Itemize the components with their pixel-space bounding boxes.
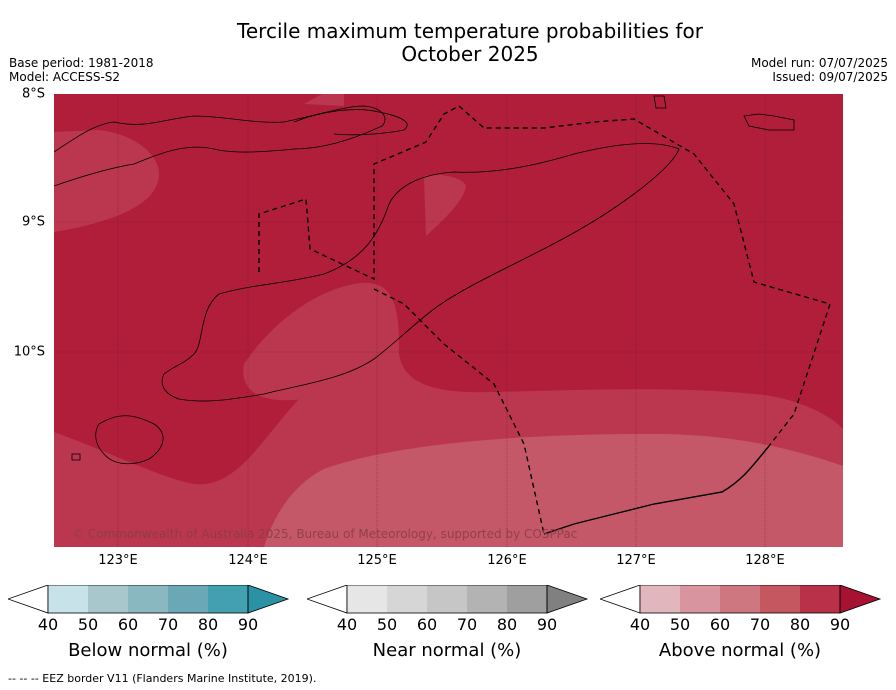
above-tick: 60 <box>709 615 731 634</box>
near-tick: 90 <box>536 615 558 634</box>
near-tick: 50 <box>376 615 398 634</box>
eez-dashed-north <box>258 105 831 447</box>
probability-fill <box>54 94 843 547</box>
wetar-east-coast <box>743 113 795 131</box>
eez-footnote: -- -- -- EEZ border V11 (Flanders Marine… <box>8 672 317 685</box>
base-period: Base period: 1981-2018 <box>9 56 154 70</box>
alor-coast <box>293 109 408 136</box>
near-tick: 60 <box>416 615 438 634</box>
above-normal-label: Above normal (%) <box>658 640 822 661</box>
lon-label-124e: 124°E <box>228 553 268 568</box>
island-islet <box>653 95 667 109</box>
below-arrow-high <box>247 585 290 614</box>
above-tick: 50 <box>669 615 691 634</box>
zone-above-80-top <box>304 94 344 106</box>
colorbar-below-normal <box>8 585 290 614</box>
above-segment-40-50 <box>640 585 680 613</box>
above-segment-60-70 <box>720 585 760 613</box>
below-segment-50-60 <box>88 585 128 613</box>
zone-above-80-central <box>243 282 399 401</box>
near-tick: 80 <box>496 615 518 634</box>
below-segment-40-50 <box>48 585 88 613</box>
lat-label-9s: 9°S <box>21 214 45 230</box>
near-arrow-low <box>307 585 348 614</box>
below-tick: 60 <box>117 615 139 634</box>
meta-right: Model run: 07/07/2025 Issued: 09/07/2025 <box>751 56 888 84</box>
above-tick: 70 <box>749 615 771 634</box>
near-segment-60-70 <box>427 585 467 613</box>
below-segment-60-70 <box>128 585 168 613</box>
lat-label-10s: 10°S <box>13 344 45 360</box>
rote-coast <box>95 415 164 465</box>
near-arrow-high <box>546 585 589 614</box>
below-tick: 90 <box>237 615 259 634</box>
near-segment-80-90 <box>507 585 547 613</box>
lon-label-127e: 127°E <box>616 553 656 568</box>
zone-above-80-north <box>424 174 466 236</box>
near-normal-label: Near normal (%) <box>372 640 522 661</box>
above-arrow-low <box>600 585 641 614</box>
above-tick: 40 <box>629 615 651 634</box>
near-tick: 70 <box>456 615 478 634</box>
above-arrow-high <box>839 585 882 614</box>
lon-label-125e: 125°E <box>357 553 397 568</box>
issued-date: Issued: 09/07/2025 <box>772 70 888 84</box>
near-segment-50-60 <box>387 585 427 613</box>
above-segment-70-80 <box>760 585 800 613</box>
above-tick: 80 <box>789 615 811 634</box>
model-name: Model: ACCESS-S2 <box>9 70 121 84</box>
colorbar-near-normal <box>307 585 589 614</box>
above-segment-50-60 <box>680 585 720 613</box>
eez-dashed-west <box>373 288 545 535</box>
below-tick: 50 <box>77 615 99 634</box>
zone-above-80-west <box>54 130 159 232</box>
eez-solid-south <box>543 445 770 535</box>
title-line-1: Tercile maximum temperature probabilitie… <box>237 19 703 43</box>
meta-left: Base period: 1981-2018 Model: ACCESS-S2 <box>9 56 154 84</box>
below-tick: 70 <box>157 615 179 634</box>
map-title: Tercile maximum temperature probabilitie… <box>0 20 896 66</box>
above-segment-80-90 <box>800 585 840 613</box>
copyright-notice: © Commonwealth of Australia 2025, Bureau… <box>72 527 577 541</box>
below-tick: 80 <box>197 615 219 634</box>
timor-coast <box>161 143 680 402</box>
lon-label-128e: 128°E <box>745 553 785 568</box>
above-tick: 90 <box>829 615 851 634</box>
below-segment-70-80 <box>168 585 208 613</box>
near-tick: 40 <box>336 615 358 634</box>
flores-coast <box>54 105 386 187</box>
below-arrow-low <box>8 585 49 614</box>
coastlines <box>54 95 795 465</box>
eez-border <box>258 105 831 535</box>
colorbar-above-normal <box>600 585 882 614</box>
near-segment-40-50 <box>347 585 387 613</box>
below-tick: 40 <box>37 615 59 634</box>
graticule <box>54 94 843 547</box>
lon-label-123e: 123°E <box>98 553 138 568</box>
ndana-coast <box>71 453 81 461</box>
lat-label-8s: 8°S <box>21 86 45 102</box>
lon-label-126e: 126°E <box>487 553 527 568</box>
below-segment-80-90 <box>208 585 248 613</box>
model-run: Model run: 07/07/2025 <box>750 56 888 70</box>
zone-above-70-south <box>264 434 843 547</box>
near-segment-70-80 <box>467 585 507 613</box>
below-normal-label: Below normal (%) <box>68 640 228 661</box>
probability-map: © Commonwealth of Australia 2025, Bureau… <box>54 94 843 547</box>
title-line-2: October 2025 <box>401 42 539 66</box>
